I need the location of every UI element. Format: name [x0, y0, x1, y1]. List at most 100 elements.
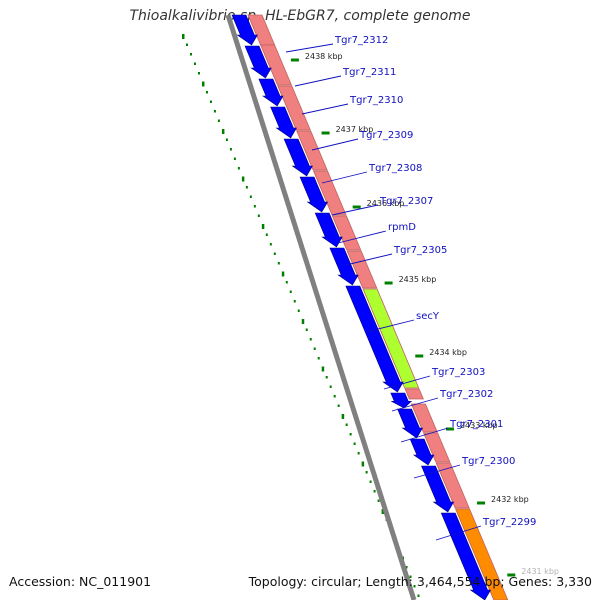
cds-arrow [409, 438, 435, 466]
minor-tick-dot [197, 72, 200, 75]
pink-gene-segment [277, 85, 311, 131]
minor-tick-dot [289, 290, 292, 293]
scale-label: 2438 kbp [305, 52, 343, 61]
gene-leader-line [391, 397, 439, 412]
major-tick-dot [182, 34, 185, 39]
minor-tick-dot [377, 499, 380, 502]
gene-labels-layer: Tgr7_2312 Tgr7_2311 Tgr7_2310 Tgr7_2309 Tgr7… [285, 35, 536, 541]
minor-tick-dot [269, 243, 272, 246]
map-title: Thioalkalivibrio sp. HL-EbGR7, complete … [129, 8, 471, 24]
cds-arrow [299, 176, 329, 213]
scale-label: 2437 kbp [336, 125, 374, 134]
gene-leader-line [294, 75, 342, 87]
gene-leader-line [321, 171, 368, 184]
minor-tick-dot [305, 328, 308, 331]
gene-label-tgr7-2311: Tgr7_2311 [342, 67, 396, 78]
pink-gene-segment [312, 170, 347, 216]
pink-track-layer [247, 14, 509, 600]
major-tick-dot [261, 224, 265, 229]
gene-label-secy: secY [416, 311, 440, 322]
blue-cds-layer [231, 14, 492, 600]
scale-label: 2432 kbp [491, 495, 529, 504]
minor-tick-dot [365, 471, 368, 474]
major-tick-dot [361, 461, 365, 467]
gene-leader-line [311, 138, 359, 151]
minor-tick-dot [205, 91, 208, 94]
pink-gene-segment [260, 44, 293, 86]
gene-leader-line [331, 204, 379, 216]
gene-label-tgr7-2308: Tgr7_2308 [368, 163, 422, 174]
gene-leader-line [345, 253, 393, 266]
minor-tick-dot [373, 490, 376, 493]
topology-summary-text: Topology: circular; Length: 3,464,554 bp… [248, 574, 592, 589]
scale-label: 2433 kbp [460, 421, 498, 430]
cds-arrow [270, 106, 297, 139]
gene-leader-line [413, 464, 461, 479]
gene-leader-line [383, 375, 431, 390]
gene-label-tgr7-2309: Tgr7_2309 [359, 130, 413, 141]
minor-tick-dot [253, 205, 256, 208]
gene-label-tgr7-2310: Tgr7_2310 [349, 95, 403, 106]
gene-leader-line [301, 103, 349, 115]
accession-text: Accession: NC_011901 [9, 574, 152, 589]
gene-leader-line [337, 230, 387, 244]
gene-leader-line [285, 43, 334, 53]
pink-gene-segment [331, 215, 362, 251]
minor-tick-dot [345, 423, 348, 426]
major-tick-dot [341, 414, 345, 419]
pink-gene-segment [423, 432, 451, 463]
minor-tick-dot [277, 262, 280, 265]
gene-label-tgr7-2305: Tgr7_2305 [393, 245, 447, 256]
minor-tick-dot [285, 281, 288, 284]
minor-tick-dot [333, 395, 336, 398]
gene-label-tgr7-2299: Tgr7_2299 [482, 517, 536, 528]
minor-tick-dot [245, 186, 248, 189]
pink-gene-segment [296, 130, 328, 171]
cds-arrow [345, 285, 404, 393]
gene-leader-line [365, 319, 415, 333]
gene-leader-line [435, 525, 482, 541]
minor-tick-dot [225, 138, 228, 141]
orange-gene-segment [454, 508, 509, 600]
gene-label-rpmd: rpmD [388, 222, 416, 233]
gene-leader-line [400, 427, 449, 443]
minor-tick-dot [273, 252, 276, 255]
minor-tick-dot [405, 566, 408, 569]
minor-tick-dot [309, 338, 312, 341]
pink-gene-segment [435, 462, 470, 509]
minor-tick-dot [265, 233, 268, 236]
major-tick-dot [381, 509, 385, 514]
minor-tick-dot [233, 157, 236, 160]
cds-arrow [397, 408, 424, 439]
cds-arrow [283, 138, 313, 177]
minor-tick-dot [193, 62, 196, 65]
scale-label: 2436 kbp [367, 199, 405, 208]
minor-tick-dot [369, 480, 372, 483]
minor-tick-dot [213, 110, 216, 113]
minor-tick-dot [313, 347, 316, 350]
gene-label-tgr7-2301: Tgr7_2301 [449, 419, 503, 430]
cds-arrow [390, 392, 413, 409]
cds-arrow [421, 465, 455, 513]
cds-arrow [231, 14, 258, 46]
minor-tick-dot [325, 376, 328, 379]
minor-tick-dot [349, 433, 352, 436]
scale-layer: 2438 kbp 2437 kbp 2436 kbp 2435 kbp 2434 kbp… [290, 52, 559, 577]
minor-tick-dot [297, 309, 300, 312]
scale-label: 2431 kbp [521, 567, 559, 576]
cds-arrow [244, 45, 272, 79]
pink-gene-segment [404, 388, 424, 400]
minor-tick-dot [293, 300, 296, 303]
minor-tick-dot [409, 575, 412, 578]
minor-tick-dot [317, 357, 320, 360]
cds-arrow [258, 78, 284, 107]
major-tick-dot [241, 176, 245, 182]
pink-gene-segment [410, 403, 438, 433]
minor-tick-dot [249, 195, 252, 198]
minor-tick-dot [337, 404, 340, 407]
gene-label-tgr7-2307: Tgr7_2307 [379, 196, 433, 207]
minor-tick-dot [209, 100, 212, 103]
minor-tick-dot [357, 452, 360, 455]
